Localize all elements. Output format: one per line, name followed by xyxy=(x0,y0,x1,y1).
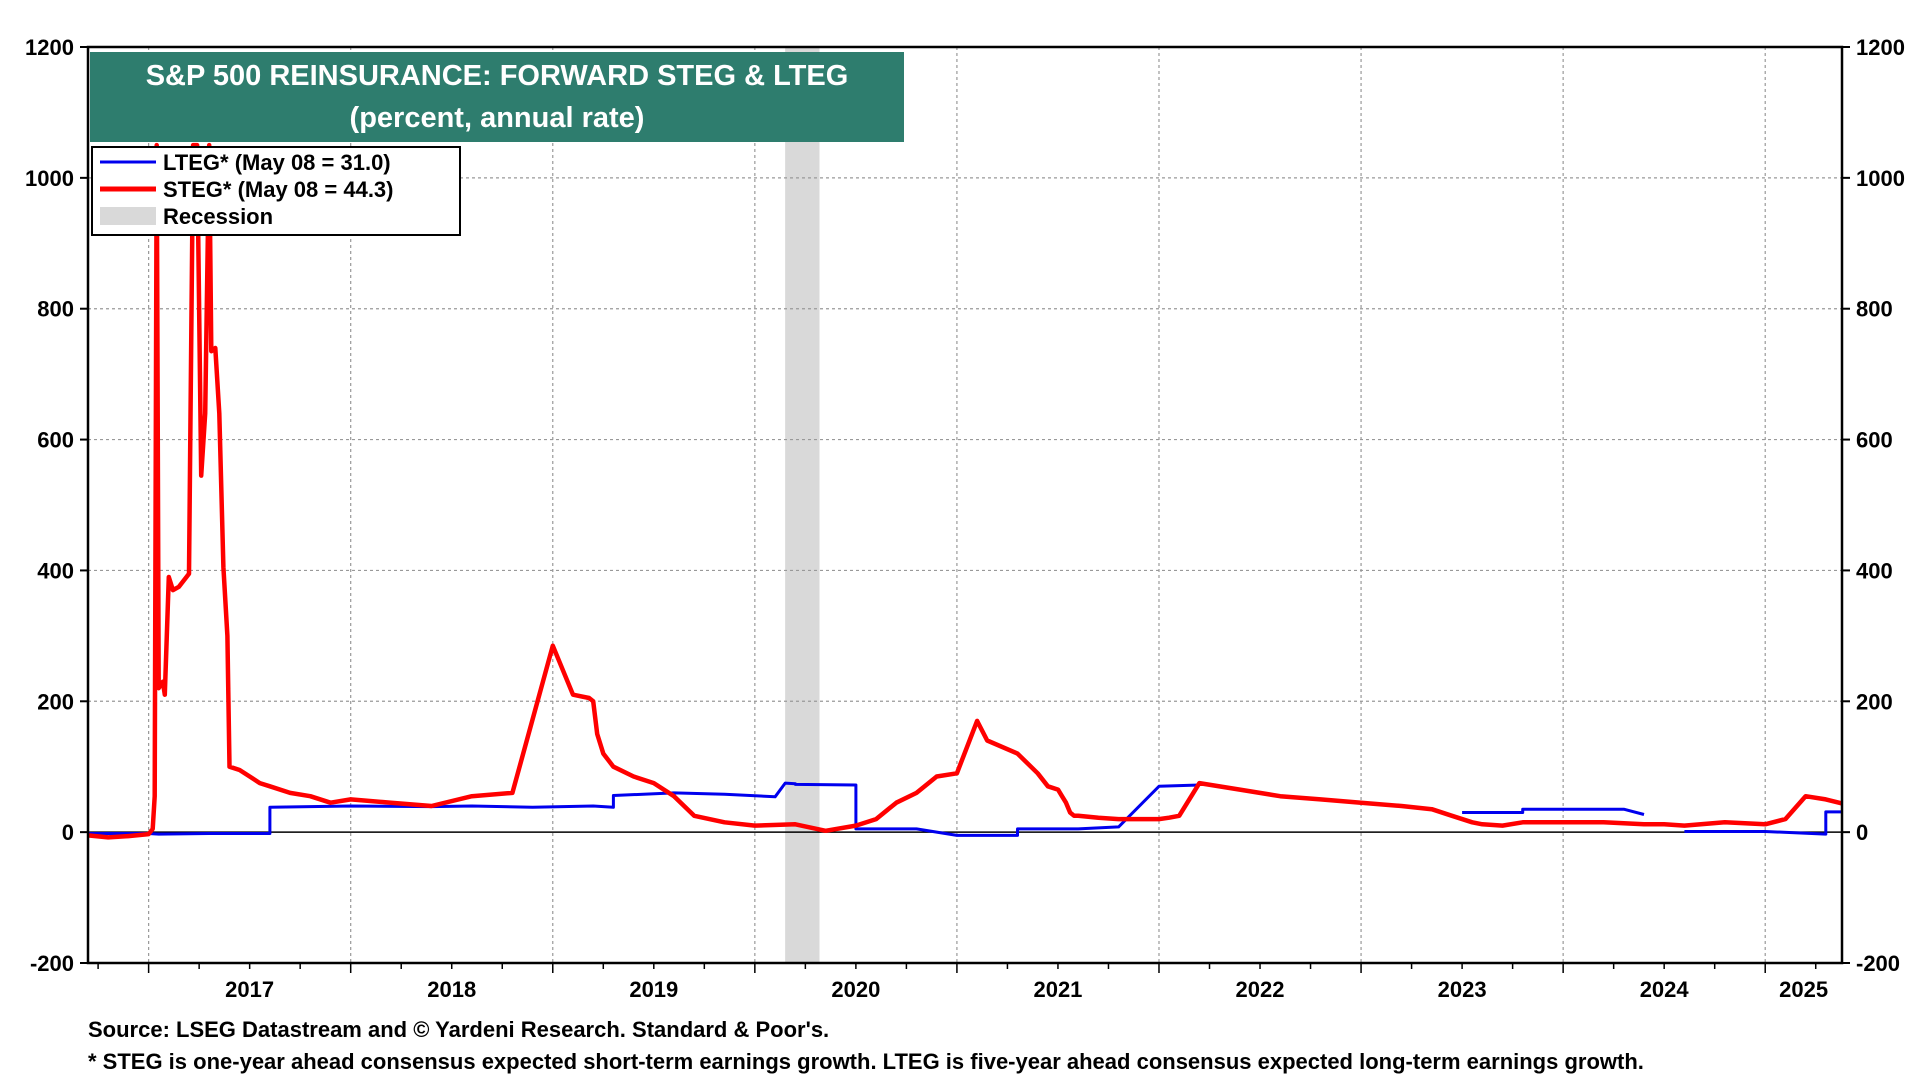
series-line-lteg xyxy=(88,781,1200,837)
x-tick-label: 2022 xyxy=(1236,977,1285,1002)
legend-label-recession: Recession xyxy=(163,204,273,229)
legend-label-steg: STEG* (May 08 = 44.3) xyxy=(163,177,394,202)
title-background xyxy=(90,52,904,142)
y-tick-label-left: -200 xyxy=(30,951,74,976)
y-tick-label-right: 600 xyxy=(1856,428,1893,453)
y-tick-label-left: 0 xyxy=(62,820,74,845)
legend-label-lteg: LTEG* (May 08 = 31.0) xyxy=(163,150,391,175)
source-note: Source: LSEG Datastream and © Yardeni Re… xyxy=(88,1017,830,1042)
y-tick-label-left: 1000 xyxy=(25,166,74,191)
y-tick-label-right: 200 xyxy=(1856,689,1893,714)
x-tick-label: 2019 xyxy=(629,977,678,1002)
series-line-steg xyxy=(87,142,1843,840)
chart-subtitle: (percent, annual rate) xyxy=(350,102,645,134)
x-tick-label: 2021 xyxy=(1033,977,1082,1002)
y-tick-label-left: 1200 xyxy=(25,35,74,60)
x-tick-label: 2024 xyxy=(1640,977,1690,1002)
axis-layer: 1200 1200 1000 1000 800 800 600 600 400 400 200 200… xyxy=(25,35,1905,1002)
x-tick-label: 2023 xyxy=(1438,977,1487,1002)
x-tick-label: 2020 xyxy=(831,977,880,1002)
title-box: S&P 500 REINSURANCE: FORWARD STEG & LTEG… xyxy=(90,52,904,142)
chart-title: S&P 500 REINSURANCE: FORWARD STEG & LTEG xyxy=(146,60,849,92)
y-tick-label-right: 1200 xyxy=(1856,35,1905,60)
recession-band-layer xyxy=(785,47,820,963)
plot-frame xyxy=(86,45,1844,965)
legend: LTEG* (May 08 = 31.0) STEG* (May 08 = 44… xyxy=(91,146,461,236)
recession-band xyxy=(785,47,820,963)
y-tick-label-left: 800 xyxy=(37,297,74,322)
y-tick-label-left: 400 xyxy=(37,558,74,583)
legend-swatch-recession xyxy=(100,207,156,225)
y-tick-label-right: -200 xyxy=(1856,951,1900,976)
series-line-lteg xyxy=(1462,807,1645,816)
y-tick-label-right: 0 xyxy=(1856,820,1868,845)
x-tick-label: 2018 xyxy=(427,977,476,1002)
x-tick-label: 2017 xyxy=(225,977,274,1002)
series-layer xyxy=(87,142,1843,840)
y-tick-label-left: 200 xyxy=(37,689,74,714)
y-tick-label-right: 1000 xyxy=(1856,166,1905,191)
y-tick-label-right: 800 xyxy=(1856,297,1893,322)
series-line-lteg xyxy=(1684,810,1842,836)
footnote: * STEG is one-year ahead consensus expec… xyxy=(88,1049,1644,1074)
y-tick-label-left: 600 xyxy=(37,428,74,453)
x-tick-label: 2025 xyxy=(1779,977,1828,1002)
y-tick-label-right: 400 xyxy=(1856,558,1893,583)
